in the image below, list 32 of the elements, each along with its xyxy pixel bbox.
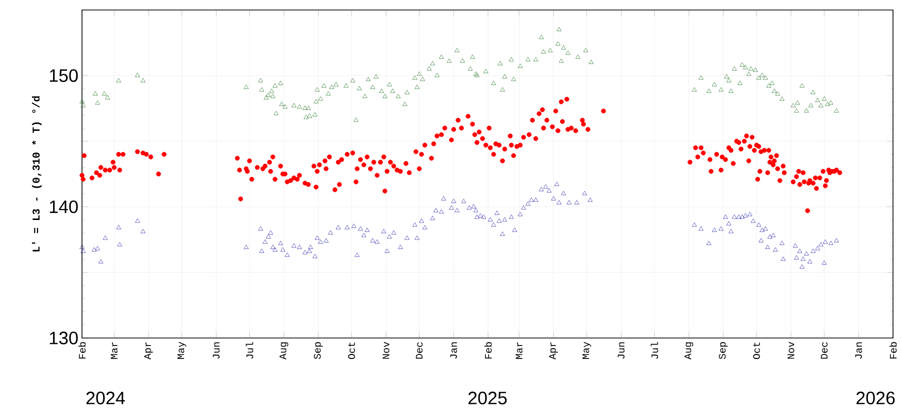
x-tick-label: Feb [889,342,897,359]
x-tick-label: Apr [549,342,558,360]
x-tick-label: Mar [110,342,118,359]
y-tick-label: 130 [50,332,78,344]
x-tick-label: Feb [78,342,86,359]
x-tick-label: Apr [144,342,153,360]
x-tick-label: Oct [753,342,760,359]
x-tick-label: Oct [348,342,355,359]
x-tick-label: Dec [820,342,828,359]
x-tick-label: Aug [280,342,288,360]
x-tick-label: Jul [650,342,658,359]
text: 2025 [468,392,507,404]
x-tick-label: Jul [246,342,254,359]
x-tick-label: May [178,342,186,359]
x-tick-label: Jun [618,342,625,359]
y-axis-title: L' = L3 - (0,310 * T) °/d [32,96,42,252]
x-tick-label: Mar [516,342,522,359]
x-tick-label: Dec [416,342,423,359]
text: 2026 [856,392,895,404]
x-tick-label: Feb [484,342,492,359]
y-tick-label: 150 [50,69,78,82]
x-tick-label: Jan [450,342,457,359]
x-tick-label: Jan [855,342,862,359]
text: 2024 [86,392,125,404]
x-tick-label: Jun [212,342,220,359]
x-tick-label: Nov [788,342,794,359]
x-tick-label: Nov [382,342,390,359]
y-tick-label: 140 [50,200,78,214]
x-tick-label: Sep [718,342,728,360]
x-tick-label: Sep [314,342,323,360]
x-tick-label: May [582,342,592,359]
x-tick-label: Aug [684,342,694,360]
